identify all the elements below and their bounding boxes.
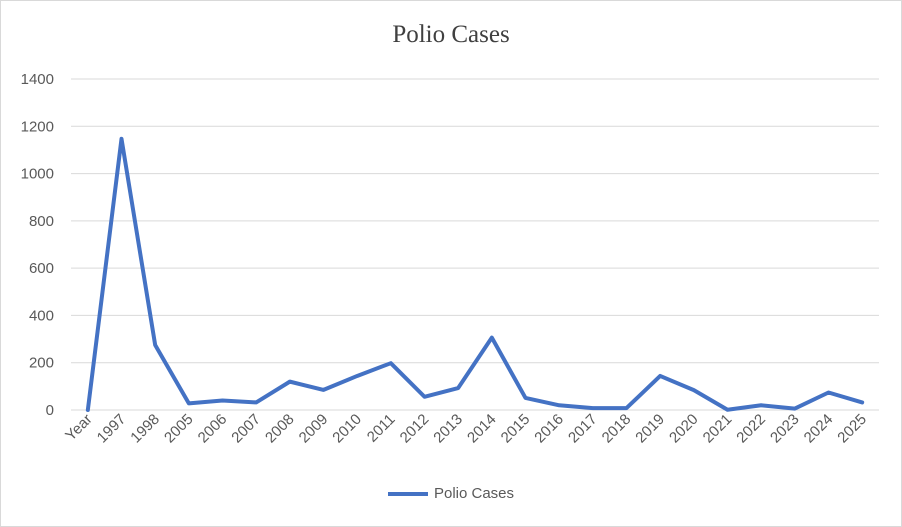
data-point bbox=[693, 389, 695, 391]
series-line bbox=[85, 136, 865, 412]
x-tick-label: 2020 bbox=[666, 411, 702, 447]
y-tick-label: 600 bbox=[29, 260, 54, 277]
x-tick-label: 2025 bbox=[834, 411, 870, 447]
data-point bbox=[794, 408, 796, 410]
x-tick-label: 2022 bbox=[733, 411, 769, 447]
data-point bbox=[188, 402, 190, 404]
x-tick-label: 1998 bbox=[127, 411, 163, 447]
data-point bbox=[390, 362, 392, 364]
data-point bbox=[760, 404, 762, 406]
x-tick-label: 2011 bbox=[364, 411, 399, 446]
x-tick-label: 2017 bbox=[565, 411, 601, 447]
data-point bbox=[87, 409, 89, 411]
x-tick-label: 2015 bbox=[498, 411, 534, 447]
x-tick-label: 2019 bbox=[632, 411, 668, 447]
data-point bbox=[491, 337, 493, 339]
data-point bbox=[861, 401, 863, 403]
data-point bbox=[457, 387, 459, 389]
data-point bbox=[525, 397, 526, 399]
y-tick-label: 200 bbox=[29, 355, 54, 372]
x-tick-label: 2005 bbox=[161, 411, 197, 447]
data-point bbox=[154, 344, 156, 346]
x-tick-label: 2013 bbox=[430, 411, 466, 447]
y-tick-label: 1200 bbox=[21, 118, 54, 135]
x-tick-label: 2023 bbox=[767, 411, 803, 447]
data-point bbox=[828, 392, 829, 394]
x-tick-label: 2016 bbox=[531, 411, 567, 447]
data-point bbox=[727, 409, 728, 411]
x-tick-label: 2007 bbox=[228, 411, 264, 447]
data-point bbox=[121, 138, 122, 140]
x-tick-label: Year bbox=[62, 411, 95, 444]
x-tick-label: 2014 bbox=[464, 411, 500, 447]
data-point bbox=[558, 404, 560, 406]
x-tick-label: 1997 bbox=[94, 411, 130, 447]
data-point bbox=[356, 375, 358, 377]
x-tick-label: 2012 bbox=[397, 411, 433, 447]
y-tick-label: 400 bbox=[29, 307, 54, 324]
chart-title: Polio Cases bbox=[392, 21, 510, 48]
x-tick-label: 2021 bbox=[700, 411, 736, 447]
data-point bbox=[424, 396, 425, 398]
legend-swatch bbox=[387, 491, 428, 496]
x-tick-label: 2006 bbox=[195, 411, 231, 447]
legend: Polio Cases bbox=[1, 485, 901, 502]
data-point bbox=[255, 401, 257, 403]
x-tick-label: 2008 bbox=[262, 411, 298, 447]
x-tick-label: 2024 bbox=[801, 411, 837, 447]
legend-label: Polio Cases bbox=[433, 485, 515, 502]
data-point bbox=[222, 400, 223, 402]
data-point bbox=[289, 381, 291, 383]
y-tick-label: 1000 bbox=[21, 166, 54, 183]
x-tick-label: 2009 bbox=[296, 411, 332, 447]
x-tick-label: 2018 bbox=[599, 411, 635, 447]
data-point bbox=[592, 407, 594, 409]
x-tick-label: 2010 bbox=[329, 411, 365, 447]
y-tick-label: 1400 bbox=[21, 71, 54, 88]
data-point bbox=[323, 389, 324, 391]
data-point bbox=[659, 375, 661, 377]
y-tick-label: 0 bbox=[46, 402, 54, 419]
data-point bbox=[626, 407, 627, 409]
y-tick-label: 800 bbox=[29, 213, 54, 230]
